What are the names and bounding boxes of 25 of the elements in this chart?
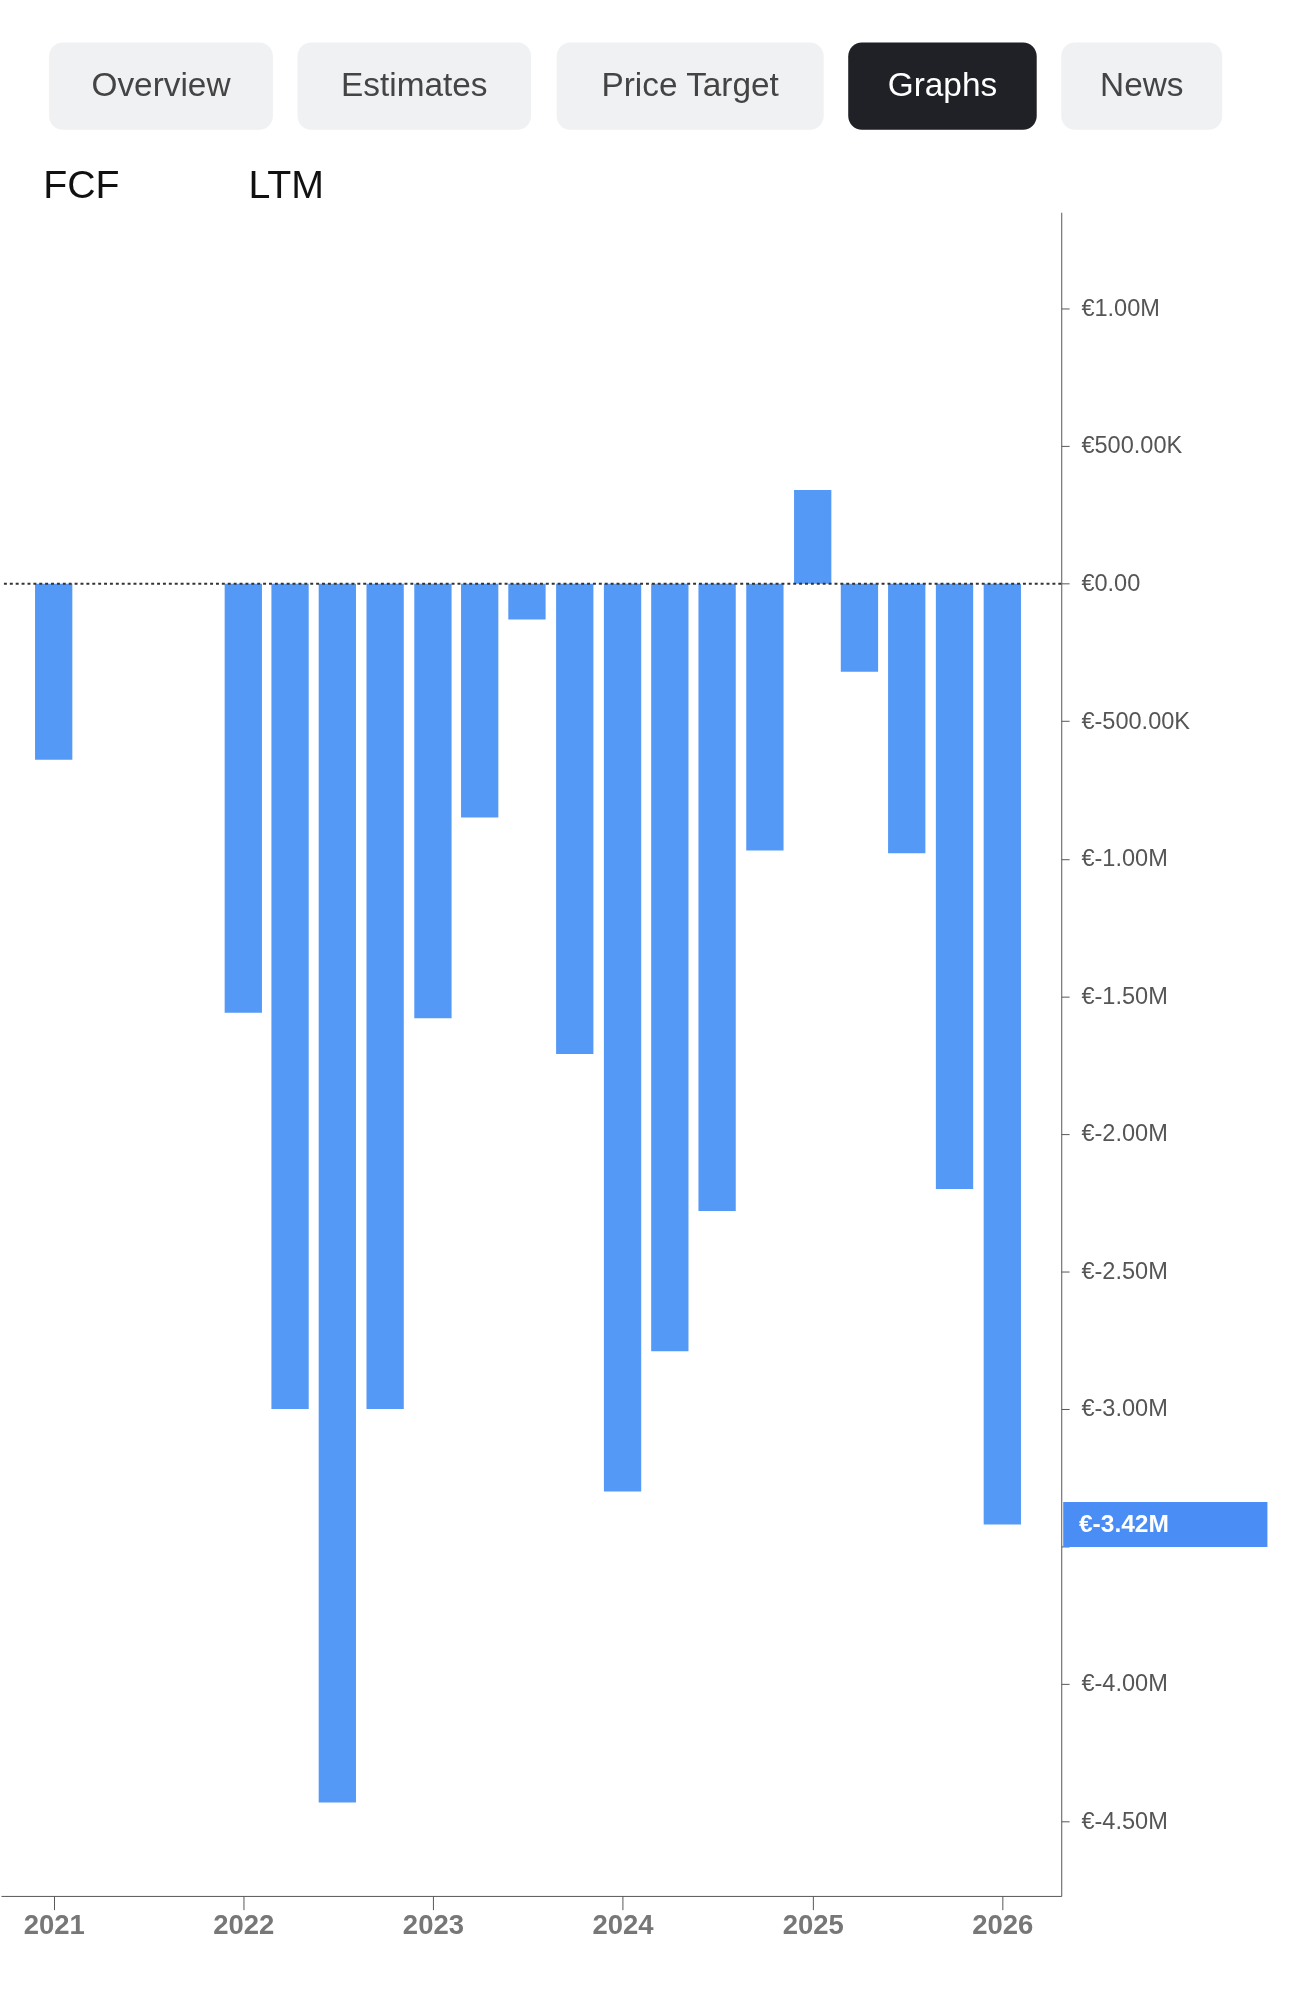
- y-tick-label: €-2.00M: [1081, 1120, 1168, 1147]
- y-tick-label: €500.00K: [1081, 432, 1183, 459]
- text: News: [1100, 66, 1184, 104]
- y-tick-label: €1.00M: [1081, 294, 1160, 321]
- text: Price Target: [601, 66, 780, 104]
- y-tick-label: €-3.00M: [1081, 1395, 1168, 1422]
- x-tick-label: 2021: [23, 1908, 85, 1940]
- text: Graphs: [887, 66, 998, 104]
- x-tick-label: 2023: [402, 1908, 464, 1940]
- text: FCF: [43, 161, 120, 206]
- y-tick-label: €-4.00M: [1081, 1670, 1168, 1697]
- y-tick-label: €-4.50M: [1081, 1808, 1168, 1835]
- x-tick-label: 2024: [592, 1908, 655, 1940]
- y-tick-label: €0.00: [1081, 570, 1141, 597]
- y-tick-label: €-1.50M: [1081, 982, 1168, 1009]
- y-tick-label: €-2.50M: [1081, 1257, 1168, 1284]
- x-tick-label: 2026: [972, 1908, 1034, 1940]
- x-tick-label: 2022: [213, 1908, 275, 1940]
- text: Overview: [91, 66, 232, 104]
- y-tick-label: €-1.00M: [1081, 845, 1168, 872]
- x-tick-label: 2025: [782, 1908, 844, 1940]
- text: €-3.42M: [1078, 1510, 1169, 1538]
- text: LTM: [248, 161, 324, 206]
- text: Estimates: [341, 66, 488, 104]
- y-tick-label: €-500.00K: [1081, 707, 1191, 734]
